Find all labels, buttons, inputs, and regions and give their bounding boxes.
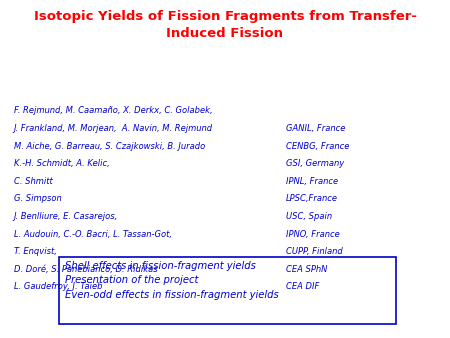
Text: IPNO, France: IPNO, France (286, 230, 339, 239)
Text: IPNL, France: IPNL, France (286, 177, 338, 186)
Text: L. Gaudefroy, J. Taieb: L. Gaudefroy, J. Taieb (14, 282, 102, 291)
Text: L. Audouin, C.-O. Bacri, L. Tassan-Got,: L. Audouin, C.-O. Bacri, L. Tassan-Got, (14, 230, 171, 239)
Text: J. Frankland, M. Morjean,  A. Navin, M. Rejmund: J. Frankland, M. Morjean, A. Navin, M. R… (14, 124, 212, 133)
Text: Isotopic Yields of Fission Fragments from Transfer-
Induced Fission: Isotopic Yields of Fission Fragments fro… (33, 10, 417, 40)
Text: USC, Spain: USC, Spain (286, 212, 332, 221)
Text: K.-H. Schmidt, A. Kelic,: K.-H. Schmidt, A. Kelic, (14, 159, 109, 168)
Text: GSI, Germany: GSI, Germany (286, 159, 344, 168)
Text: T. Enqvist,: T. Enqvist, (14, 247, 56, 256)
Text: M. Aiche, G. Barreau, S. Czajkowski, B. Jurado: M. Aiche, G. Barreau, S. Czajkowski, B. … (14, 142, 205, 151)
Text: GANIL, France: GANIL, France (286, 124, 345, 133)
Text: CEA SPhN: CEA SPhN (286, 265, 327, 274)
Text: CUPP, Finland: CUPP, Finland (286, 247, 342, 256)
Text: LPSC,France: LPSC,France (286, 194, 338, 203)
FancyBboxPatch shape (58, 257, 396, 324)
Text: F. Rejmund, M. Caamaño, X. Derkx, C. Golabek,: F. Rejmund, M. Caamaño, X. Derkx, C. Gol… (14, 106, 212, 116)
Text: Shell effects in fission-fragment yields
Presentation of the project
Even-odd ef: Shell effects in fission-fragment yields… (65, 261, 279, 300)
Text: CEA DIF: CEA DIF (286, 282, 319, 291)
Text: CENBG, France: CENBG, France (286, 142, 349, 151)
Text: C. Shmitt: C. Shmitt (14, 177, 52, 186)
Text: G. Simpson: G. Simpson (14, 194, 61, 203)
Text: J. Benlliure, E. Casarejos,: J. Benlliure, E. Casarejos, (14, 212, 118, 221)
Text: D. Doré, S. Panebianco, D. Ridikas: D. Doré, S. Panebianco, D. Ridikas (14, 265, 157, 274)
